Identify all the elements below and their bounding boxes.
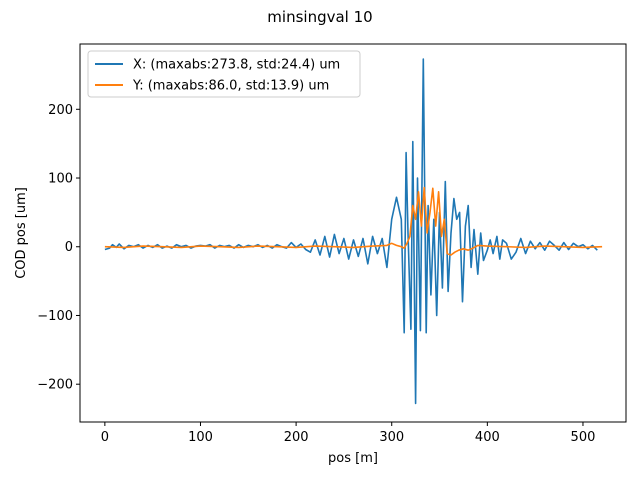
- legend-label-y: Y: (maxabs:86.0, std:13.9) um: [132, 79, 329, 94]
- x-tick-label: 500: [571, 430, 596, 445]
- legend-box: [87, 50, 361, 98]
- plot-frame: [79, 43, 627, 423]
- plot-lines: [104, 58, 603, 405]
- y-tick-label: 200: [48, 103, 73, 118]
- legend: X: (maxabs:273.8, std:24.4) um Y: (maxab…: [87, 50, 361, 98]
- legend-label-x: X: (maxabs:273.8, std:24.4) um: [133, 58, 340, 73]
- x-tick-label: 300: [379, 430, 404, 445]
- x-tick-label: 100: [188, 430, 213, 445]
- y-tick-label: −200: [37, 378, 73, 393]
- y-tick-label: 0: [65, 240, 73, 255]
- y-tick-label: 100: [48, 172, 73, 187]
- y-axis-label: COD pos [um]: [14, 187, 29, 279]
- y-axis-ticks: −200 −100 0 100 200: [37, 103, 80, 393]
- x-axis-ticks: 0 100 200 300 400 500: [101, 422, 596, 445]
- x-axis-label: pos [m]: [328, 451, 378, 466]
- y-tick-label: −100: [37, 309, 73, 324]
- chart-title: minsingval 10: [267, 8, 372, 26]
- series-line-y: [104, 186, 603, 256]
- x-tick-label: 400: [475, 430, 500, 445]
- x-tick-label: 200: [284, 430, 309, 445]
- series-line-x: [104, 58, 598, 405]
- x-tick-label: 0: [101, 430, 109, 445]
